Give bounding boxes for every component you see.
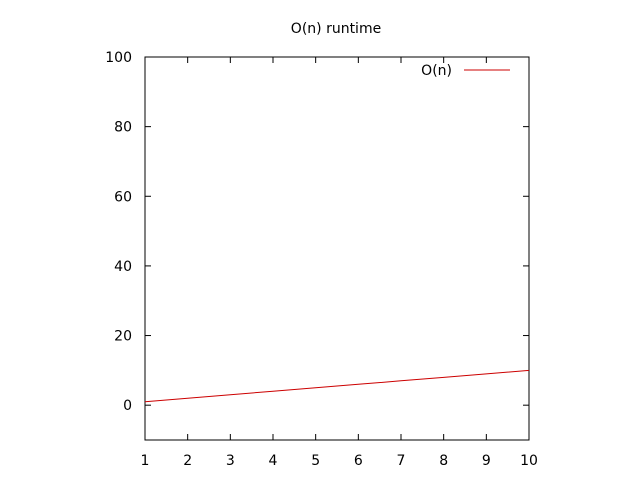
x-tick-label: 1 [141, 453, 150, 469]
x-axis: 1 2 3 4 5 6 7 8 9 10 [141, 57, 538, 469]
chart-title: O(n) runtime [291, 21, 381, 37]
x-tick-label: 7 [397, 453, 406, 469]
x-tick-label: 8 [439, 453, 448, 469]
y-tick-label: 40 [114, 259, 132, 275]
y-tick-label: 60 [114, 189, 132, 205]
y-tick-label: 0 [123, 398, 132, 414]
x-tick-label: 5 [311, 453, 320, 469]
x-tick-label: 4 [269, 453, 278, 469]
x-tick-label: 6 [354, 453, 363, 469]
y-tick-label: 20 [114, 329, 132, 345]
x-tick-label: 2 [183, 453, 192, 469]
x-tick-label: 3 [226, 453, 235, 469]
series-line [144, 369, 530, 403]
legend-label: O(n) [421, 63, 452, 79]
series-layer [144, 369, 530, 403]
x-tick-label: 10 [520, 453, 538, 469]
x-tick-label: 9 [482, 453, 491, 469]
y-axis: 0 20 40 60 80 100 [105, 50, 529, 414]
plot-frame [144, 56, 530, 441]
y-tick-label: 80 [114, 120, 132, 136]
y-tick-label: 100 [105, 50, 132, 66]
legend: O(n) [421, 63, 510, 79]
